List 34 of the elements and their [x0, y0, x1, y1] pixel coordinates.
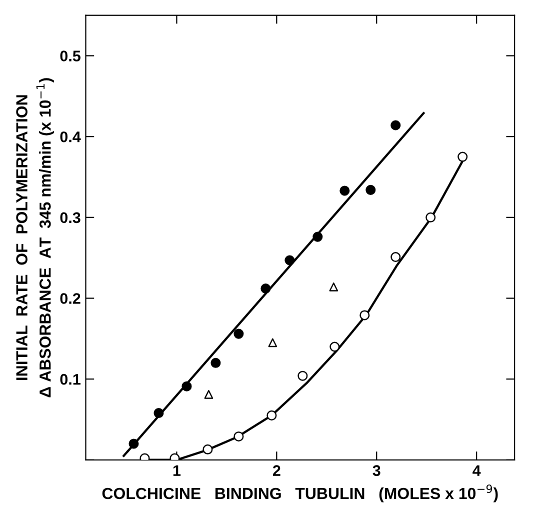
- y-tick-label: 0.5: [60, 50, 80, 62]
- point: [360, 310, 370, 320]
- point: [234, 328, 244, 339]
- point: [128, 438, 139, 449]
- x-axis-title: COLCHICINE BINDING TUBULIN (MOLES x 10$^{−9}$): [102, 484, 498, 502]
- point: [182, 381, 192, 392]
- point: [210, 358, 221, 368]
- x-tick-label: 1: [173, 465, 181, 476]
- point: [154, 408, 164, 418]
- point: [260, 284, 271, 294]
- point: [458, 152, 468, 162]
- point: [202, 444, 213, 454]
- point: [390, 120, 401, 130]
- x-tick-label: 3: [372, 465, 380, 476]
- point: [330, 342, 340, 352]
- point: [298, 370, 308, 381]
- point: [266, 410, 277, 420]
- point: [390, 252, 401, 262]
- point: [234, 431, 244, 442]
- point: [426, 212, 436, 222]
- y-tick-label: 0.4: [60, 131, 81, 142]
- point: [284, 255, 295, 266]
- x-tick-label: 4: [472, 465, 481, 476]
- point: [204, 390, 214, 399]
- y-tick-label: 0.1: [60, 374, 80, 385]
- point: [312, 232, 323, 242]
- y-axis-title: INITIAL RATE OF POLYMERIZATION Δ ABSORBANCE AT 345 nm/min (x 10$^{−1}$): [16, 78, 54, 398]
- point: [268, 338, 278, 348]
- y-tick-label: 0.3: [60, 212, 80, 224]
- point: [329, 282, 338, 292]
- point: [340, 186, 350, 196]
- y-tick-label: 0.2: [60, 293, 80, 304]
- point: [366, 184, 376, 195]
- x-tick-label: 2: [272, 465, 280, 476]
